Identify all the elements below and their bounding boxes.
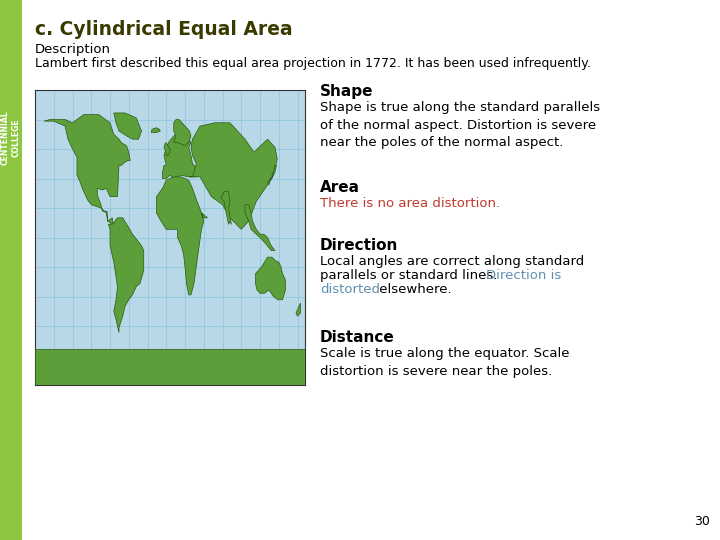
- Polygon shape: [114, 113, 142, 139]
- Polygon shape: [163, 131, 197, 179]
- Text: elsewhere.: elsewhere.: [375, 283, 451, 296]
- Text: distorted: distorted: [320, 283, 380, 296]
- Text: Scale is true along the equator. Scale
distortion is severe near the poles.: Scale is true along the equator. Scale d…: [320, 347, 570, 377]
- Polygon shape: [268, 165, 276, 185]
- Polygon shape: [151, 127, 161, 133]
- Text: Area: Area: [320, 180, 360, 195]
- Text: Lambert first described this equal area projection in 1772. It has been used inf: Lambert first described this equal area …: [35, 57, 591, 70]
- Text: c. Cylindrical Equal Area: c. Cylindrical Equal Area: [35, 20, 292, 39]
- Text: Direction is: Direction is: [486, 269, 562, 282]
- Polygon shape: [189, 123, 277, 230]
- Polygon shape: [156, 177, 207, 295]
- Text: CENTENNIAL
COLLEGE: CENTENNIAL COLLEGE: [1, 110, 21, 165]
- Text: 30: 30: [694, 515, 710, 528]
- Polygon shape: [245, 205, 275, 251]
- Text: Local angles are correct along standard: Local angles are correct along standard: [320, 255, 584, 268]
- Text: parallels or standard lines.: parallels or standard lines.: [320, 269, 502, 282]
- Text: Direction: Direction: [320, 238, 398, 253]
- Polygon shape: [174, 119, 191, 146]
- Text: Distance: Distance: [320, 330, 395, 345]
- Polygon shape: [221, 192, 232, 225]
- Text: Shape is true along the standard parallels
of the normal aspect. Distortion is s: Shape is true along the standard paralle…: [320, 101, 600, 149]
- Polygon shape: [296, 303, 300, 316]
- Polygon shape: [109, 218, 144, 333]
- Text: Shape: Shape: [320, 84, 374, 99]
- Polygon shape: [35, 349, 305, 385]
- Text: Description: Description: [35, 43, 111, 56]
- Bar: [0, 0, 22, 540]
- Polygon shape: [44, 114, 130, 225]
- Polygon shape: [164, 143, 170, 156]
- Text: There is no area distortion.: There is no area distortion.: [320, 197, 500, 210]
- Polygon shape: [256, 257, 286, 300]
